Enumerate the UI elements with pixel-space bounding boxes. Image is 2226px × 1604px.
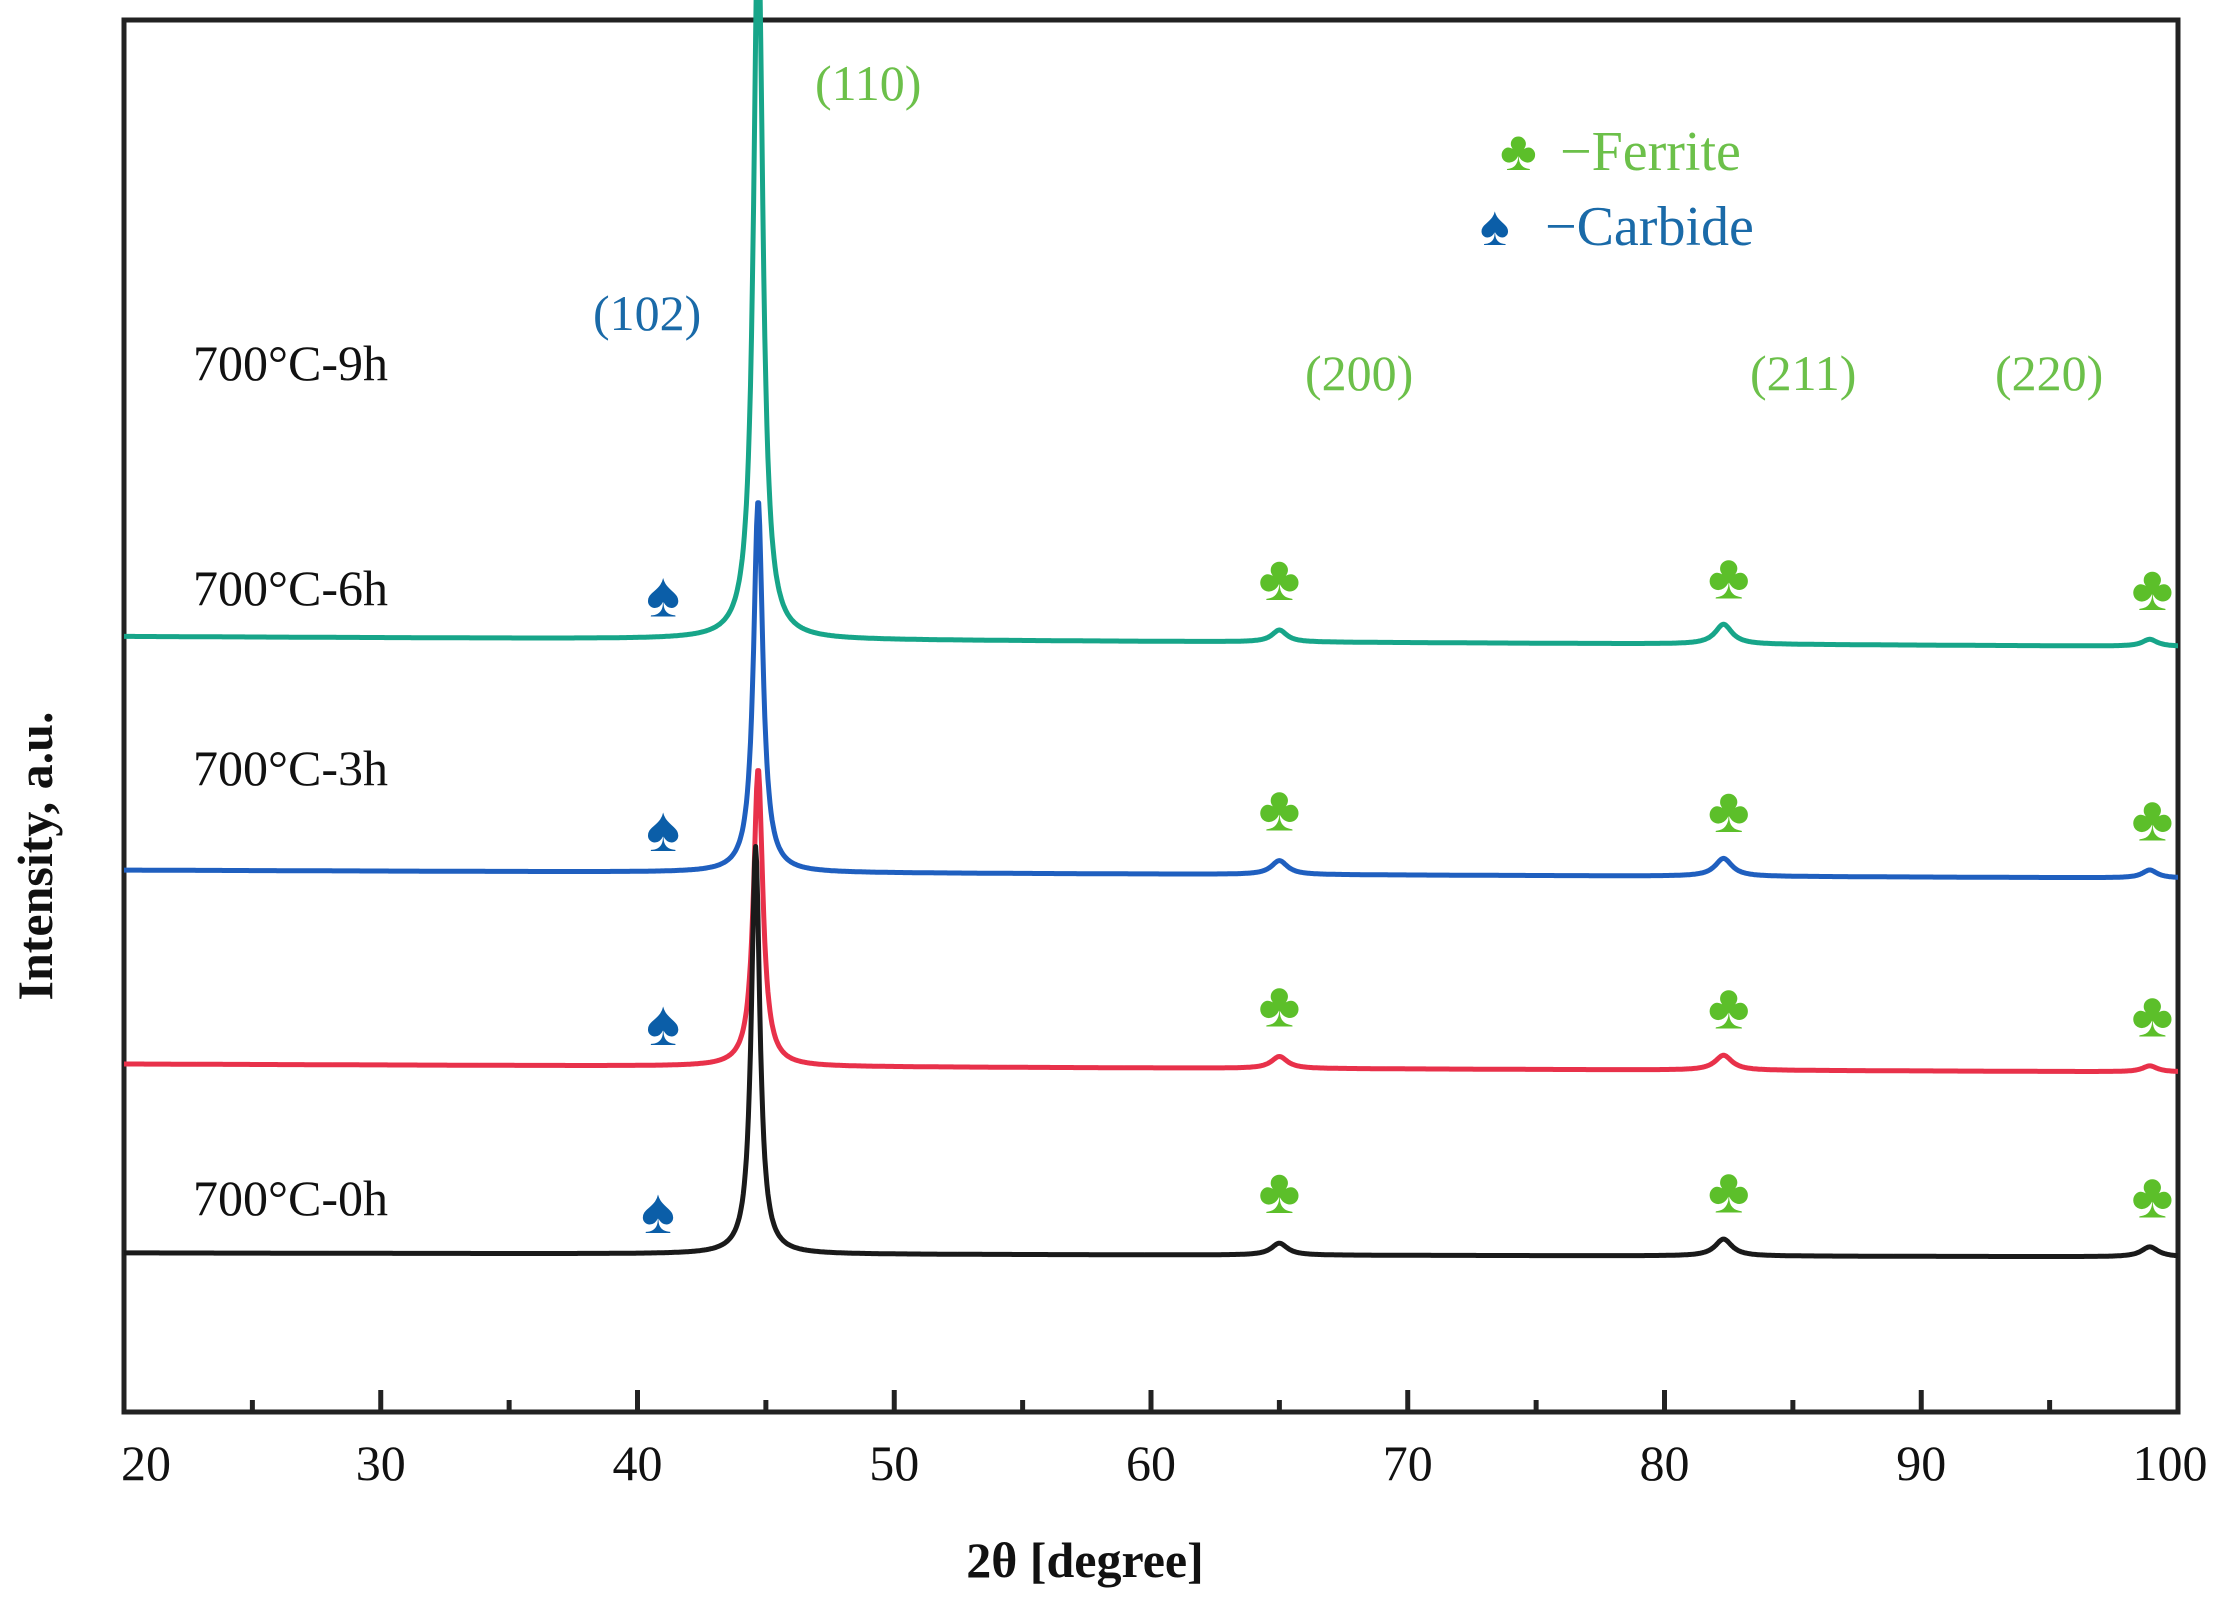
peak-label-110: (110): [815, 55, 921, 111]
x-axis-label: 2θ [degree]: [966, 1532, 1204, 1588]
x-tick-label-30: 30: [356, 1435, 406, 1491]
series-line-1: [122, 500, 2180, 880]
series-label-9h: 700°C-9h: [193, 335, 388, 391]
x-tick-label-20: 20: [121, 1435, 171, 1491]
ferrite-club-icon-6: ♣: [1258, 774, 1300, 845]
peak-label-102: (102): [593, 285, 701, 341]
ferrite-club-icon-10: ♣: [1258, 969, 1300, 1040]
series-line-2: [122, 768, 2180, 1074]
ferrite-club-icon-7: ♣: [1708, 775, 1750, 846]
ferrite-club-icon-14: ♣: [1258, 1156, 1300, 1227]
ferrite-club-icon-3: ♣: [1708, 541, 1750, 612]
x-tick-label-100: 100: [2133, 1435, 2208, 1491]
series-line-3: [122, 844, 2180, 1259]
legend-ferrite-icon: ♣: [1500, 121, 1537, 183]
series-label-3h: 700°C-3h: [193, 740, 388, 796]
carbide-spade-icon-5: ♠: [646, 794, 680, 865]
ferrite-club-icon-15: ♣: [1708, 1155, 1750, 1226]
ferrite-club-icon-4: ♣: [2131, 553, 2173, 624]
ferrite-club-icon-12: ♣: [2131, 979, 2173, 1050]
legend-carbide-label: −Carbide: [1545, 196, 1754, 258]
ferrite-club-icon-16: ♣: [2131, 1160, 2173, 1231]
ferrite-club-icon-2: ♣: [1258, 543, 1300, 614]
legend: ♣ −Ferrite ♠ −Carbide: [1480, 121, 1754, 258]
x-tick-label-90: 90: [1896, 1435, 1946, 1491]
phase-markers: ♠♣♣♣♣♠♣♣♣♠♣♣♣♠♣♣♣: [641, 541, 2173, 1247]
x-axis-ticks: [121, 1390, 2181, 1412]
series-label-0h: 700°C-0h: [193, 1170, 388, 1226]
x-tick-label-60: 60: [1126, 1435, 1176, 1491]
x-tick-label-70: 70: [1383, 1435, 1433, 1491]
peak-label-211: (211): [1750, 345, 1856, 401]
legend-carbide-icon: ♠: [1480, 196, 1510, 258]
legend-ferrite-label: −Ferrite: [1560, 121, 1741, 183]
carbide-spade-icon-13: ♠: [641, 1176, 675, 1247]
ferrite-club-icon-11: ♣: [1708, 971, 1750, 1042]
x-tick-label-80: 80: [1640, 1435, 1690, 1491]
carbide-spade-icon-0: ♠: [646, 560, 680, 631]
plot-frame: [121, 17, 2181, 1415]
peak-label-220: (220): [1995, 345, 2103, 401]
ferrite-club-icon-8: ♣: [2131, 784, 2173, 855]
x-axis-tick-labels: 20 30 40 50 60 70 80 90 100: [121, 1435, 2208, 1491]
carbide-spade-icon-9: ♠: [646, 988, 680, 1059]
series-lines: [122, 0, 2180, 1259]
series-label-6h: 700°C-6h: [193, 560, 388, 616]
series-line-0: [122, 0, 2180, 649]
x-tick-label-40: 40: [613, 1435, 663, 1491]
x-tick-label-50: 50: [869, 1435, 919, 1491]
peak-label-200: (200): [1305, 345, 1413, 401]
y-axis-label: Intensity, a.u.: [7, 712, 63, 1001]
